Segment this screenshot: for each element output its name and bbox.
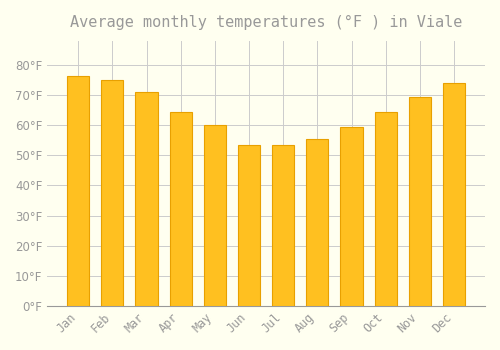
Bar bbox=[340, 127, 362, 306]
Bar bbox=[306, 139, 328, 306]
Bar bbox=[204, 125, 226, 306]
Bar bbox=[170, 112, 192, 306]
Bar bbox=[238, 145, 260, 306]
Title: Average monthly temperatures (°F ) in Viale: Average monthly temperatures (°F ) in Vi… bbox=[70, 15, 462, 30]
Bar bbox=[408, 97, 431, 306]
Bar bbox=[374, 112, 397, 306]
Bar bbox=[67, 76, 90, 306]
Bar bbox=[136, 92, 158, 306]
Bar bbox=[443, 83, 465, 306]
Bar bbox=[102, 80, 124, 306]
Bar bbox=[272, 145, 294, 306]
